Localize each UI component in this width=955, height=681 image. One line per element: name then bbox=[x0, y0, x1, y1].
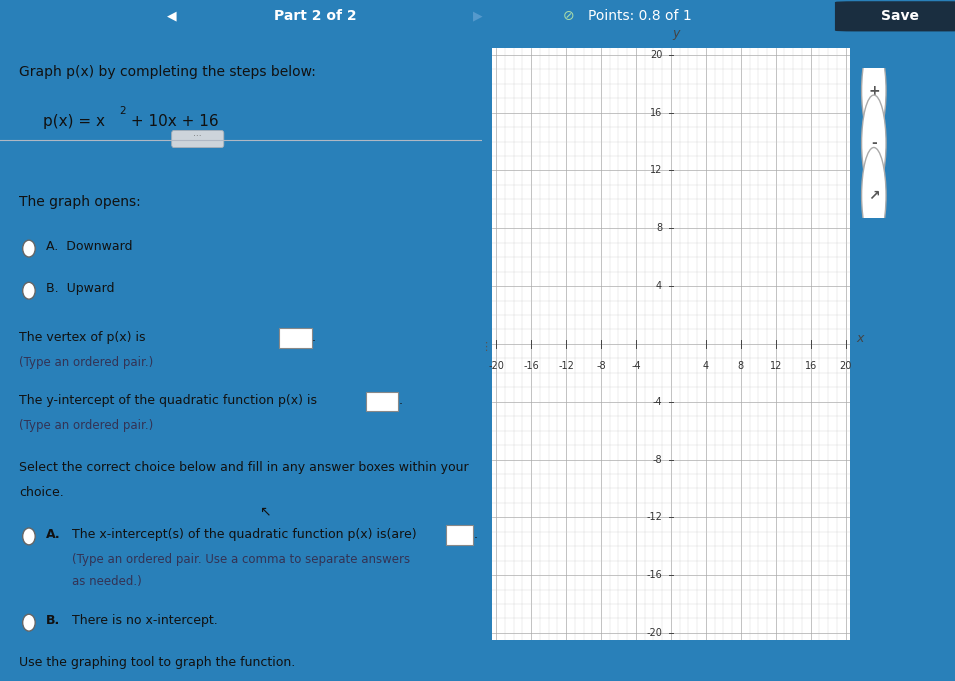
Text: Graph p(x) by completing the steps below:: Graph p(x) by completing the steps below… bbox=[19, 65, 316, 79]
Text: p(x) = x: p(x) = x bbox=[43, 114, 105, 129]
Text: -20: -20 bbox=[647, 628, 662, 638]
Text: A.: A. bbox=[46, 528, 60, 541]
Text: The vertex of p(x) is: The vertex of p(x) is bbox=[19, 331, 150, 344]
Text: ⋮: ⋮ bbox=[479, 343, 491, 352]
Text: 16: 16 bbox=[650, 108, 662, 118]
Text: x: x bbox=[856, 332, 863, 345]
Text: Select the correct choice below and fill in any answer boxes within your: Select the correct choice below and fill… bbox=[19, 461, 469, 474]
FancyBboxPatch shape bbox=[172, 131, 223, 148]
Text: (Type an ordered pair.): (Type an ordered pair.) bbox=[19, 355, 154, 368]
Text: -12: -12 bbox=[558, 361, 574, 371]
Text: -: - bbox=[871, 136, 877, 150]
Text: 12: 12 bbox=[649, 165, 662, 176]
Text: -8: -8 bbox=[652, 454, 662, 464]
Text: 20: 20 bbox=[839, 361, 852, 371]
Text: Save: Save bbox=[881, 10, 919, 23]
Text: 4: 4 bbox=[703, 361, 709, 371]
Text: 20: 20 bbox=[649, 50, 662, 60]
Text: +: + bbox=[868, 84, 880, 97]
Text: 8: 8 bbox=[737, 361, 744, 371]
Text: 4: 4 bbox=[656, 281, 662, 291]
Text: 12: 12 bbox=[770, 361, 782, 371]
Text: A.  Downward: A. Downward bbox=[46, 240, 133, 253]
Text: ▶: ▶ bbox=[473, 10, 482, 23]
FancyBboxPatch shape bbox=[836, 2, 955, 31]
FancyBboxPatch shape bbox=[446, 526, 473, 545]
Text: choice.: choice. bbox=[19, 486, 64, 499]
Text: The graph opens:: The graph opens: bbox=[19, 195, 141, 209]
Text: ◀: ◀ bbox=[167, 10, 177, 23]
Text: + 10x + 16: + 10x + 16 bbox=[126, 114, 219, 129]
Text: -16: -16 bbox=[523, 361, 539, 371]
Circle shape bbox=[23, 240, 35, 257]
Circle shape bbox=[23, 283, 35, 299]
Circle shape bbox=[23, 614, 35, 631]
Text: B.  Upward: B. Upward bbox=[46, 283, 115, 296]
Text: ↗: ↗ bbox=[868, 189, 880, 202]
Text: 2: 2 bbox=[119, 106, 126, 116]
Text: .: . bbox=[474, 528, 478, 541]
Text: -4: -4 bbox=[631, 361, 641, 371]
Circle shape bbox=[861, 148, 886, 243]
Circle shape bbox=[861, 95, 886, 191]
Text: ···: ··· bbox=[194, 133, 202, 142]
Text: B.: B. bbox=[46, 614, 60, 627]
Text: There is no x-intercept.: There is no x-intercept. bbox=[73, 614, 218, 627]
Text: (Type an ordered pair. Use a comma to separate answers: (Type an ordered pair. Use a comma to se… bbox=[73, 553, 411, 566]
Text: ⊘: ⊘ bbox=[562, 10, 574, 23]
Text: The y-intercept of the quadratic function p(x) is: The y-intercept of the quadratic functio… bbox=[19, 394, 321, 407]
Text: y: y bbox=[672, 27, 680, 40]
Text: The x-intercept(s) of the quadratic function p(x) is(are): The x-intercept(s) of the quadratic func… bbox=[73, 528, 417, 541]
Text: as needed.): as needed.) bbox=[73, 575, 142, 588]
Text: -16: -16 bbox=[647, 570, 662, 580]
Text: (Type an ordered pair.): (Type an ordered pair.) bbox=[19, 419, 154, 432]
Text: 8: 8 bbox=[656, 223, 662, 234]
Circle shape bbox=[861, 43, 886, 138]
Text: .: . bbox=[399, 394, 403, 407]
Text: -4: -4 bbox=[652, 397, 662, 407]
FancyBboxPatch shape bbox=[366, 392, 398, 411]
Text: .: . bbox=[312, 331, 316, 344]
Text: -20: -20 bbox=[488, 361, 504, 371]
Text: Points: 0.8 of 1: Points: 0.8 of 1 bbox=[588, 10, 691, 23]
FancyBboxPatch shape bbox=[279, 328, 311, 348]
Text: ↖: ↖ bbox=[260, 505, 271, 519]
Text: Use the graphing tool to graph the function.: Use the graphing tool to graph the funct… bbox=[19, 656, 295, 669]
Text: 16: 16 bbox=[804, 361, 817, 371]
Circle shape bbox=[23, 528, 35, 545]
Text: Part 2 of 2: Part 2 of 2 bbox=[274, 10, 356, 23]
Text: -8: -8 bbox=[596, 361, 605, 371]
Text: -12: -12 bbox=[647, 512, 662, 522]
